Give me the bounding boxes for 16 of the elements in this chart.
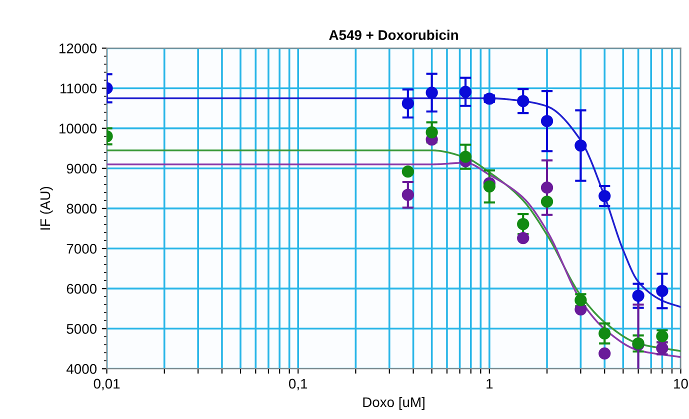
y-tick-label: 10000	[60, 124, 97, 134]
y-tick-label: 9000	[66, 164, 97, 174]
x-tick-label: 0,1	[288, 378, 308, 390]
y-tick-label: 8000	[66, 204, 97, 214]
x-tick-label: 1	[486, 378, 493, 389]
y-tick-label: 7000	[66, 244, 97, 254]
x-axis-title: Doxo [uM]	[363, 396, 424, 410]
y-tick-label: 11000	[60, 84, 97, 94]
y-tick-label: 12000	[60, 44, 97, 54]
y-tick-label: 4000	[66, 364, 97, 374]
y-axis-title: IF (AU)	[40, 186, 53, 230]
x-tick-label: 0,01	[94, 378, 120, 390]
x-tick-label: 10	[674, 378, 688, 389]
y-tick-label: 6000	[66, 284, 97, 294]
y-tick-label: 5000	[66, 324, 97, 334]
chart-title: A549 + Doxorubicin	[329, 30, 458, 40]
